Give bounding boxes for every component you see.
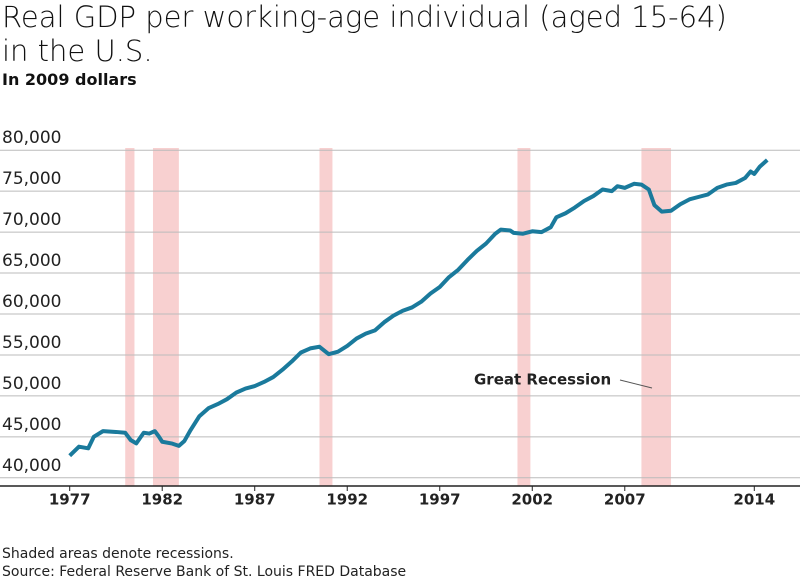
y-tick-label: 60,000 xyxy=(2,292,61,312)
recession-band xyxy=(641,148,672,486)
x-tick-label: 2007 xyxy=(604,491,646,509)
y-tick-label: 65,000 xyxy=(2,251,61,271)
x-tick-label: 1997 xyxy=(419,491,461,509)
annotation-leader xyxy=(619,379,653,389)
y-tick-label: 80,000 xyxy=(2,128,61,148)
x-tick-label: 2002 xyxy=(511,491,553,509)
recession-band xyxy=(152,148,179,486)
chart-subtitle: In 2009 dollars xyxy=(2,70,137,89)
x-tick-label: 1987 xyxy=(234,491,276,509)
y-tick-label: 50,000 xyxy=(2,374,61,394)
chart-title: Real GDP per working-age individual (age… xyxy=(2,0,727,68)
y-tick-label: 55,000 xyxy=(2,333,61,353)
recession-band xyxy=(319,148,333,486)
x-tick-label: 1992 xyxy=(326,491,368,509)
y-tick-label: 70,000 xyxy=(2,210,61,230)
x-tick-label: 2014 xyxy=(733,491,775,509)
x-tick-label: 1982 xyxy=(141,491,183,509)
annotation: Great Recession xyxy=(474,371,611,389)
data-line xyxy=(68,158,769,458)
recession-band xyxy=(125,148,135,486)
x-tick-label: 1977 xyxy=(49,491,91,509)
y-tick-label: 40,000 xyxy=(2,456,61,476)
recession-band xyxy=(517,148,531,486)
y-tick-label: 45,000 xyxy=(2,415,61,435)
note: Shaded areas denote recessions. xyxy=(2,546,234,562)
y-tick-label: 75,000 xyxy=(2,169,61,189)
note: Source: Federal Reserve Bank of St. Loui… xyxy=(2,564,407,580)
